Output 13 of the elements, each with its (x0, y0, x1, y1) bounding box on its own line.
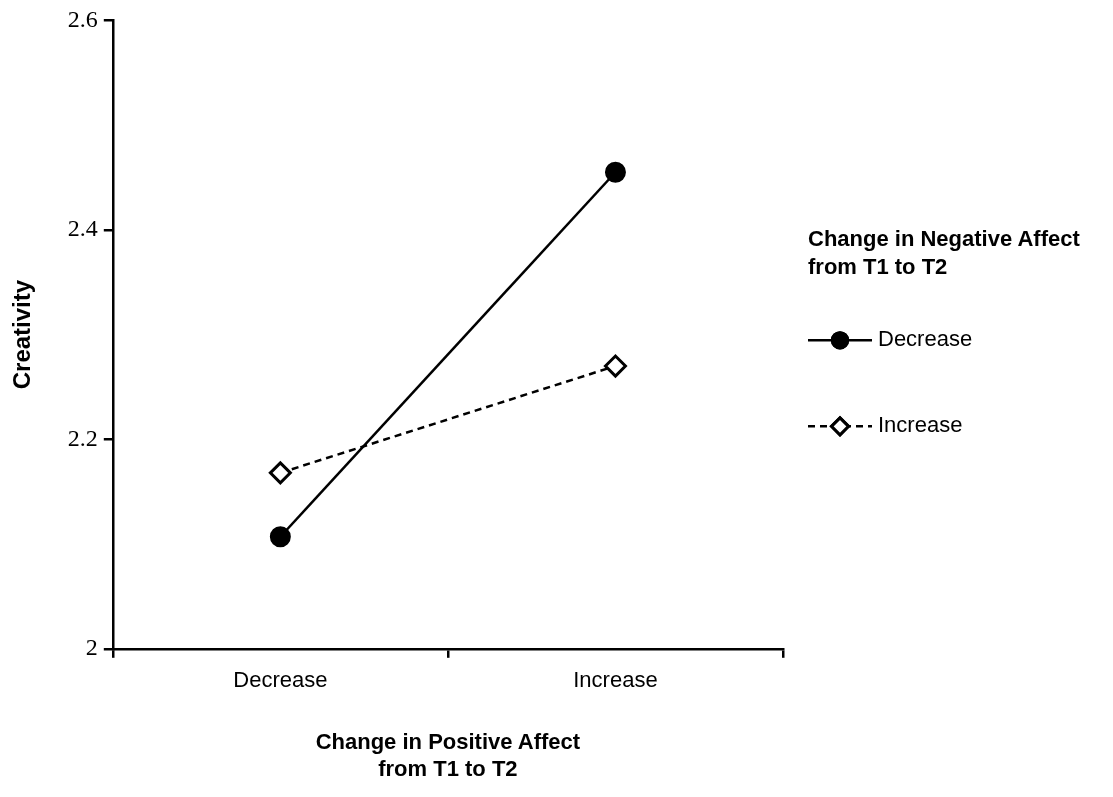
y-tick-label: 2.2 (67, 424, 98, 451)
point (604, 161, 626, 183)
y-tick-label: 2.4 (67, 215, 98, 242)
legend-label: Decrease (878, 326, 973, 352)
x-axis-title: Change in Positive Affect from T1 to T2 (315, 729, 581, 781)
legend-label: Increase (878, 412, 963, 438)
y-tick-label: 2 (85, 634, 98, 661)
point (268, 461, 292, 485)
point (269, 526, 291, 548)
y-tick-label: 2.6 (67, 5, 98, 32)
legend-title: Change in Negative Affect from T1 to T2 (808, 226, 1081, 280)
y-axis-title: Creativity (8, 279, 36, 390)
point (603, 354, 627, 378)
